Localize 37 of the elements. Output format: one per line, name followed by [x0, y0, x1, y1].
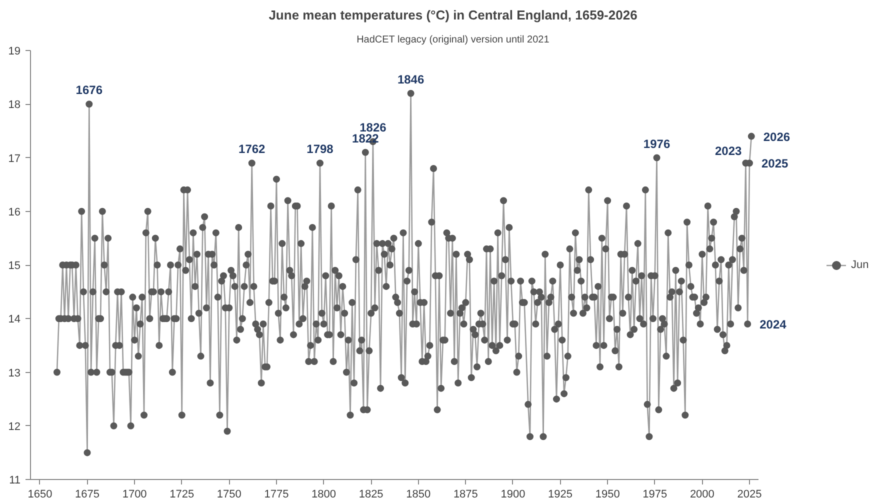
x-tick-label: 1900 [500, 488, 526, 500]
y-tick-label: 11 [9, 474, 21, 486]
annotation: 2026 [763, 130, 790, 144]
x-tick-label: 1750 [216, 488, 242, 500]
annotation: 1798 [306, 142, 334, 156]
y-tick-label: 15 [8, 260, 21, 272]
x-tick-label: 1950 [595, 488, 620, 500]
x-tick-label: 1725 [170, 488, 194, 500]
annotation: 2023 [715, 144, 742, 158]
y-tick-label: 12 [8, 420, 21, 433]
x-tick-label: 1975 [642, 488, 668, 500]
y-tick-label: 19 [8, 46, 21, 58]
annotation: 1762 [238, 142, 266, 156]
y-tick-label: 16 [8, 206, 21, 218]
annotation: 1676 [76, 83, 103, 98]
chart-subtitle: HadCET legacy (original) version until 2021 [356, 34, 550, 46]
x-tick-label: 2000 [690, 488, 714, 500]
y-tick-label: 17 [8, 152, 21, 165]
annotation: 1846 [397, 72, 424, 86]
x-tick-label: 1800 [312, 488, 336, 500]
x-tick-label: 1775 [264, 488, 289, 500]
x-tick-label: 1850 [406, 488, 431, 500]
x-tick-label: 1925 [548, 488, 573, 500]
y-tick-label: 18 [8, 99, 21, 112]
x-tick-label: 1650 [28, 488, 52, 500]
annotation: 2025 [761, 156, 789, 171]
annotation: 2024 [760, 317, 787, 332]
x-tick-label: 2025 [737, 488, 762, 500]
annotation: 1976 [643, 136, 670, 151]
x-tick-label: 1875 [453, 488, 478, 500]
y-tick-label: 13 [8, 367, 21, 380]
x-tick-label: 1825 [358, 488, 384, 500]
x-tick-label: 1675 [75, 488, 100, 500]
y-tick-label: 14 [8, 314, 21, 326]
x-tick-label: 1700 [122, 488, 147, 500]
chart-title: June mean temperatures (°C) in Central England, 1659-2026 [268, 8, 638, 22]
legend-label: Jun [851, 258, 870, 270]
